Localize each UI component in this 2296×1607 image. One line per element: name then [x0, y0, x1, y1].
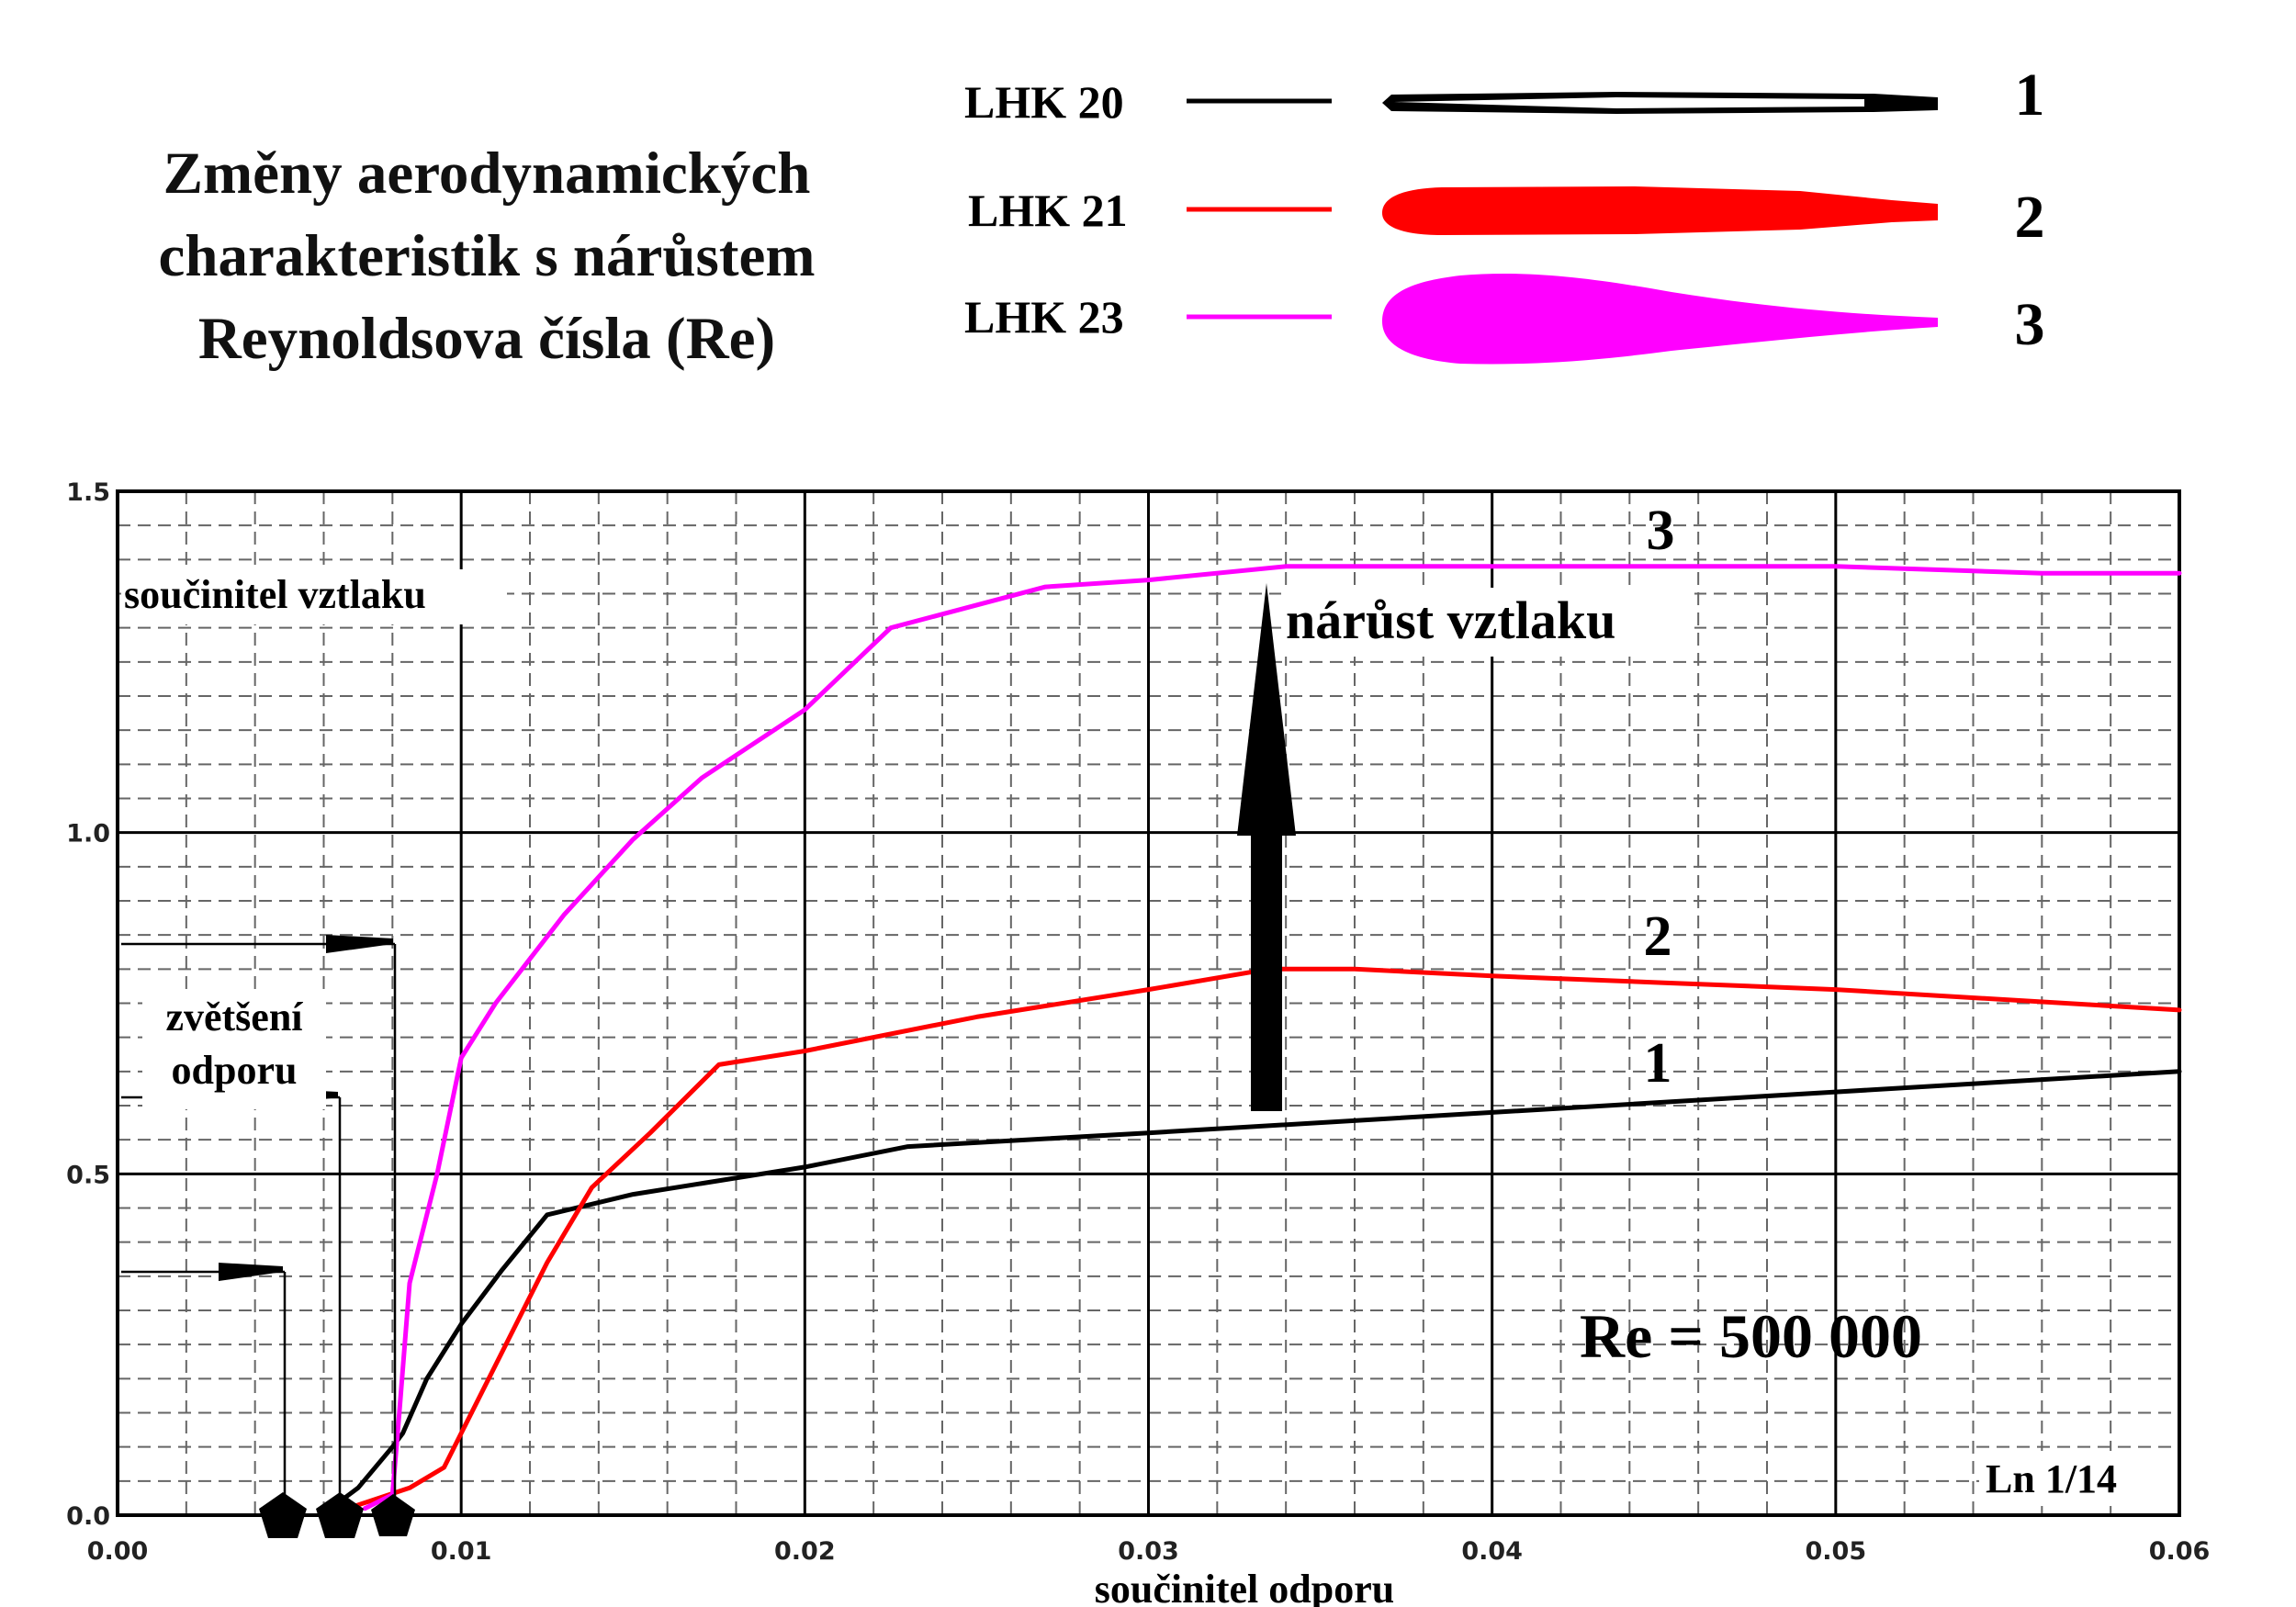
legend-entry-lhk20: LHK 20 1 — [964, 62, 2045, 129]
series-line-2 — [345, 966, 2182, 1511]
legend-number-1: 1 — [2015, 62, 2045, 129]
curve-start-markers — [259, 1492, 415, 1538]
x-tick-label: 0.04 — [1461, 1537, 1523, 1566]
lift-increase-arrow — [1237, 583, 1296, 1111]
start-marker-2 — [316, 1492, 364, 1538]
series-line-3 — [362, 564, 2182, 1511]
legend-label-lhk23: LHK 23 — [964, 291, 1124, 343]
legend: LHK 20 1 LHK 21 2 LHK 23 3 — [964, 62, 2045, 365]
series-line-1 — [328, 1069, 2182, 1511]
drag-increase-label-1: zvětšení — [165, 995, 303, 1039]
x-tick-label: 0.03 — [1118, 1537, 1179, 1566]
chart-title: Změny aerodynamických charakteristik s n… — [159, 140, 816, 372]
lift-increase-label: nárůst vztlaku — [1286, 590, 1615, 650]
legend-entry-lhk21: LHK 21 2 — [968, 184, 2045, 251]
profile-medium-icon — [1382, 186, 1938, 235]
profile-thick-icon — [1382, 274, 1938, 365]
title-line-3: Reynoldsova čísla (Re) — [198, 306, 775, 372]
plot-area: 0.00 0.01 0.02 0.03 0.04 0.05 0.06 0.0 0.5 1.0 1.… — [66, 478, 2210, 1566]
grid-major — [118, 491, 2179, 1515]
reynolds-number-label: Re = 500 000 — [1580, 1301, 1922, 1371]
y-tick-label: 1.5 — [66, 478, 110, 507]
legend-label-lhk21: LHK 21 — [968, 185, 1128, 236]
curve-label-1: 1 — [1644, 1032, 1672, 1095]
chart-code-label: Ln 1/14 — [1986, 1456, 2117, 1501]
annotations: součinitel vztlaku nárůst vztlaku zvětše… — [121, 500, 2172, 1538]
legend-number-3: 3 — [2015, 291, 2045, 358]
y-tick-label: 0.0 — [66, 1502, 110, 1531]
y-tick-label: 0.5 — [66, 1161, 110, 1189]
y-tick-label: 1.0 — [66, 820, 110, 848]
x-tick-label: 0.01 — [431, 1537, 492, 1566]
plot-frame — [116, 489, 2181, 1517]
title-line-1: Změny aerodynamických — [163, 140, 811, 207]
x-tick-labels: 0.00 0.01 0.02 0.03 0.04 0.05 0.06 — [87, 1537, 2211, 1566]
legend-label-lhk20: LHK 20 — [964, 76, 1124, 128]
lift-axis-note: součinitel vztlaku — [124, 572, 426, 617]
legend-number-2: 2 — [2015, 184, 2045, 251]
legend-entry-lhk23: LHK 23 3 — [964, 274, 2045, 365]
title-line-2: charakteristik s nárůstem — [159, 223, 816, 289]
curve-label-3: 3 — [1647, 500, 1675, 562]
x-tick-label: 0.05 — [1806, 1537, 1867, 1566]
x-tick-label: 0.02 — [774, 1537, 836, 1566]
x-tick-label: 0.06 — [2149, 1537, 2211, 1566]
drag-increase-label-2: odporu — [172, 1048, 298, 1093]
x-axis-title: součinitel odporu — [1095, 1567, 1394, 1607]
start-marker-3 — [371, 1494, 415, 1536]
start-marker-1 — [259, 1492, 307, 1538]
x-tick-label: 0.00 — [87, 1537, 149, 1566]
curve-label-2: 2 — [1644, 905, 1672, 968]
y-tick-labels: 0.0 0.5 1.0 1.5 — [66, 478, 110, 1531]
